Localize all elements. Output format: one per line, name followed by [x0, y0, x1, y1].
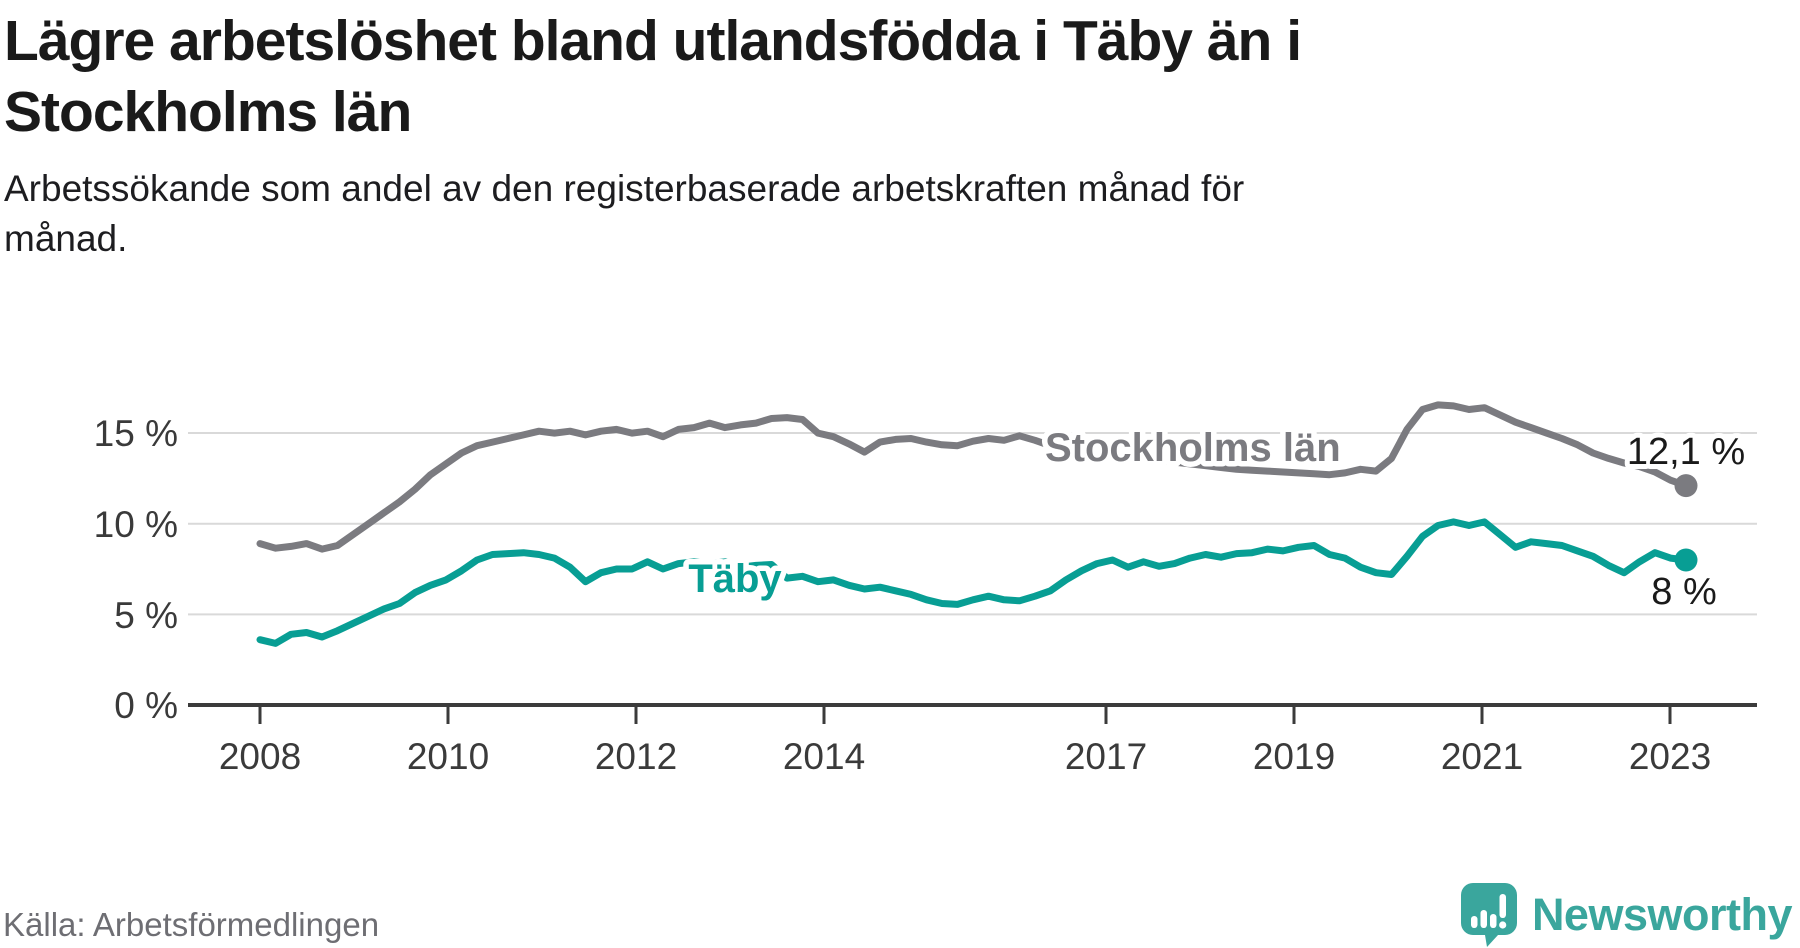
series-layer — [256, 401, 1698, 647]
speech-bubble-shape — [1460, 883, 1517, 947]
newsworthy-wordmark: Newsworthy — [1531, 889, 1793, 940]
x-tick-label-2010: 2010 — [407, 736, 489, 777]
grid-layer — [188, 432, 1757, 724]
subtitle-line-2: månad. — [4, 218, 128, 260]
bar-3 — [1489, 914, 1497, 928]
x-tick-label-2023: 2023 — [1629, 736, 1711, 777]
exclamation-bar — [1499, 894, 1506, 918]
title-line-1: Lägre arbetslöshet bland utlandsfödda i … — [4, 9, 1302, 73]
x-tick-label-2017: 2017 — [1065, 736, 1147, 777]
newsworthy-logo: Newsworthy — [1460, 882, 1793, 948]
source-note: Källa: Arbetsförmedlingen — [3, 906, 380, 943]
x-tick-label-2021: 2021 — [1441, 736, 1523, 777]
taby-end-dot — [1674, 548, 1698, 572]
end-value-label-stockholm: 12,1 % — [1627, 431, 1745, 473]
x-tick-label-2014: 2014 — [783, 736, 865, 777]
y-tick-label-5: 5 % — [114, 595, 178, 636]
subtitle-line-1: Arbetssökande som andel av den registerb… — [4, 168, 1245, 209]
chart-subtitle: Arbetssökande som andel av den registerb… — [4, 164, 1244, 265]
bar-1 — [1470, 916, 1478, 928]
page-title: Lägre arbetslöshet bland utlandsfödda i … — [4, 6, 1302, 147]
title-line-2: Stockholms län — [4, 79, 412, 144]
stockholm-line — [256, 401, 1690, 553]
x-tick-label-2019: 2019 — [1253, 736, 1335, 777]
x-tick-label-2008: 2008 — [219, 736, 301, 777]
end-value-label-taby: 8 % — [1651, 571, 1716, 613]
series-label-taby: Täby — [688, 557, 782, 601]
y-tick-label-15: 15 % — [94, 413, 178, 454]
stockholm-end-dot — [1674, 474, 1698, 498]
x-tick-label-2012: 2012 — [595, 736, 677, 777]
y-tick-label-0: 0 % — [114, 685, 178, 726]
exclamation-dot — [1499, 921, 1507, 929]
bar-2 — [1480, 910, 1487, 928]
series-label-stockholm: Stockholms län — [1045, 426, 1341, 470]
newsworthy-logo-icon — [1460, 883, 1517, 947]
taby-line — [256, 518, 1690, 647]
y-tick-label-10: 10 % — [94, 504, 178, 545]
